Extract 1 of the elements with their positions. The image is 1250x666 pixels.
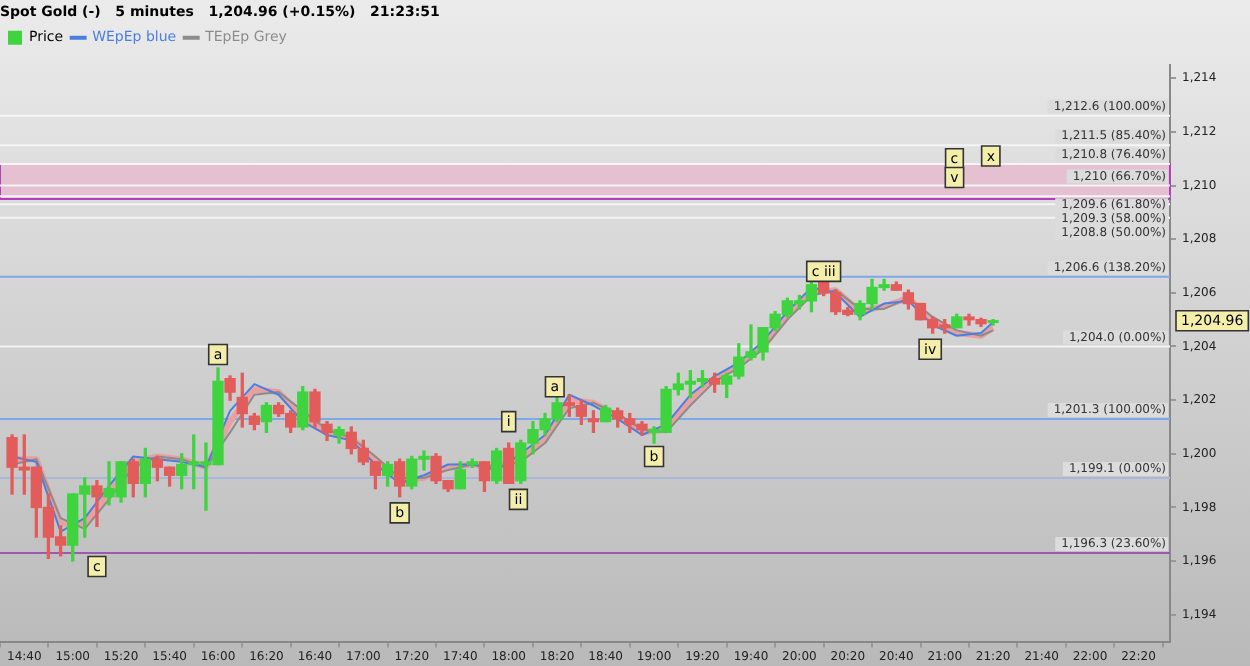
- candlestick: [91, 479, 103, 527]
